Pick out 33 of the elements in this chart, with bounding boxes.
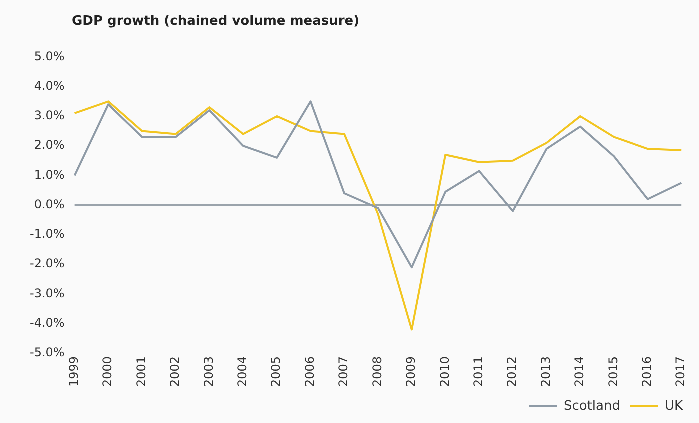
y-tick-label: -2.0% bbox=[30, 256, 65, 271]
x-tick-label: 2015 bbox=[606, 356, 620, 388]
x-tick-label: 2008 bbox=[370, 356, 384, 388]
y-tick-label: 0.0% bbox=[34, 197, 65, 212]
legend-label: Scotland bbox=[564, 398, 620, 414]
y-tick-label: 1.0% bbox=[34, 168, 65, 182]
x-tick-label: 2016 bbox=[640, 356, 654, 388]
x-tick-label: 2002 bbox=[168, 356, 182, 388]
chart-title: GDP growth (chained volume measure) bbox=[72, 14, 360, 29]
x-tick-label: 2007 bbox=[336, 356, 351, 388]
x-tick-label: 2009 bbox=[404, 356, 418, 388]
x-tick-label: 2017 bbox=[674, 356, 688, 388]
x-tick-label: 2003 bbox=[202, 356, 216, 388]
y-tick-label: -5.0% bbox=[30, 346, 65, 360]
x-tick-label: 2014 bbox=[572, 356, 587, 388]
y-tick-label: 5.0% bbox=[34, 49, 65, 64]
y-tick-label: -1.0% bbox=[30, 227, 65, 242]
x-tick-label: 2010 bbox=[438, 356, 452, 388]
x-tick-label: 2012 bbox=[505, 356, 520, 388]
x-tick-label: 1999 bbox=[66, 356, 81, 388]
y-tick-label: -3.0% bbox=[30, 286, 65, 300]
y-tick-label: 2.0% bbox=[34, 138, 65, 152]
x-tick-label: 2011 bbox=[471, 356, 486, 388]
x-tick-label: 2006 bbox=[302, 356, 317, 388]
y-tick-label: 4.0% bbox=[34, 78, 65, 93]
y-tick-label: 3.0% bbox=[34, 108, 65, 123]
y-tick-label: -4.0% bbox=[30, 316, 65, 330]
x-tick-label: 2005 bbox=[269, 356, 284, 388]
legend-label: UK bbox=[664, 398, 684, 414]
x-tick-label: 2013 bbox=[538, 356, 553, 388]
x-tick-label: 2000 bbox=[100, 356, 115, 388]
x-tick-label: 2004 bbox=[235, 356, 250, 388]
x-tick-label: 2001 bbox=[134, 356, 148, 388]
